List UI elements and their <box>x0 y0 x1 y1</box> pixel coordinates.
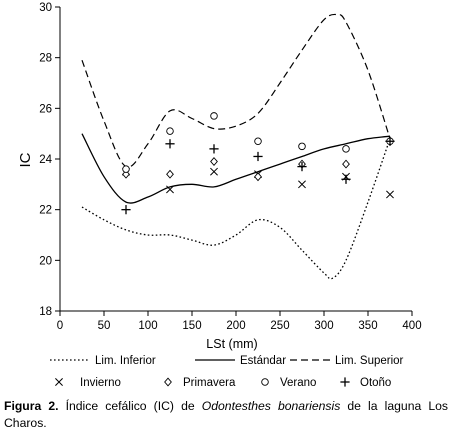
point-oto-o <box>297 162 307 172</box>
x-tick-label: 400 <box>402 320 421 332</box>
point-primavera <box>210 157 218 167</box>
line-lim-superior <box>81 13 391 168</box>
point-primavera <box>342 159 350 169</box>
legend-marker-verano <box>261 378 269 386</box>
caption-text-after: de la laguna Los Charos. <box>4 399 449 430</box>
x-tick-label: 0 <box>57 320 63 332</box>
point-invierno <box>298 180 306 189</box>
legend-label-primavera: Primavera <box>183 377 236 389</box>
point-invierno <box>210 167 218 176</box>
line-est-ndar <box>81 133 391 204</box>
point-invierno <box>386 190 394 199</box>
legend-marker-primavera <box>164 377 172 387</box>
caption-text-before: Índice cefálico (IC) de <box>58 399 202 413</box>
point-primavera <box>166 169 174 179</box>
point-invierno <box>166 185 174 194</box>
legend-label-lim-inferior: Lim. Inferior <box>95 355 156 367</box>
y-tick-label: 30 <box>39 2 52 14</box>
x-tick-label: 250 <box>270 320 289 332</box>
point-oto-o <box>253 151 263 162</box>
point-primavera <box>254 172 262 182</box>
x-tick-label: 50 <box>98 320 111 332</box>
figure-caption: Figura 2. Índice cefálico (IC) de Odonte… <box>4 398 448 432</box>
x-tick-label: 200 <box>226 320 245 332</box>
x-tick-label: 350 <box>358 320 377 332</box>
y-tick-label: 18 <box>39 306 52 318</box>
y-tick-label: 20 <box>39 255 52 267</box>
legend-label-lim-superior: Lim. Superior <box>335 355 404 367</box>
legend-label-oto-o: Otoño <box>360 377 391 389</box>
point-verano <box>166 127 174 135</box>
point-verano <box>254 137 262 146</box>
point-oto-o <box>209 144 219 154</box>
markers <box>121 112 395 215</box>
legend-label-invierno: Invierno <box>80 377 121 389</box>
legend: Lim. Inferior Estándar Lim. Superior Invier… <box>50 355 404 389</box>
legend-label-est-ndar: Estándar <box>240 355 286 367</box>
caption-species: Odontesthes bonariensis <box>201 399 341 413</box>
y-tick-label: 28 <box>39 53 52 65</box>
caption-label: Figura 2. <box>4 399 59 413</box>
point-verano <box>122 165 130 173</box>
point-primavera <box>122 169 130 179</box>
y-axis-label: IC <box>17 152 34 167</box>
legend-marker-invierno <box>55 378 63 386</box>
y-tick-label: 26 <box>39 103 52 115</box>
y-tick-label: 22 <box>39 205 52 217</box>
x-tick-label: 150 <box>182 320 201 332</box>
x-axis-label: LSt (mm) <box>206 337 257 351</box>
point-verano <box>210 112 218 120</box>
legend-marker-oto-o <box>340 377 350 387</box>
x-tick-label: 100 <box>138 320 157 332</box>
y-tick-label: 24 <box>39 154 52 166</box>
point-oto-o <box>385 136 395 146</box>
point-verano <box>298 142 306 151</box>
point-oto-o <box>121 205 131 215</box>
point-verano <box>342 145 350 153</box>
curves <box>81 13 391 280</box>
legend-label-verano: Verano <box>280 377 316 389</box>
line-lim-inferior <box>81 138 391 280</box>
x-tick-label: 300 <box>314 320 333 332</box>
point-oto-o <box>341 174 351 184</box>
point-oto-o <box>165 139 175 149</box>
